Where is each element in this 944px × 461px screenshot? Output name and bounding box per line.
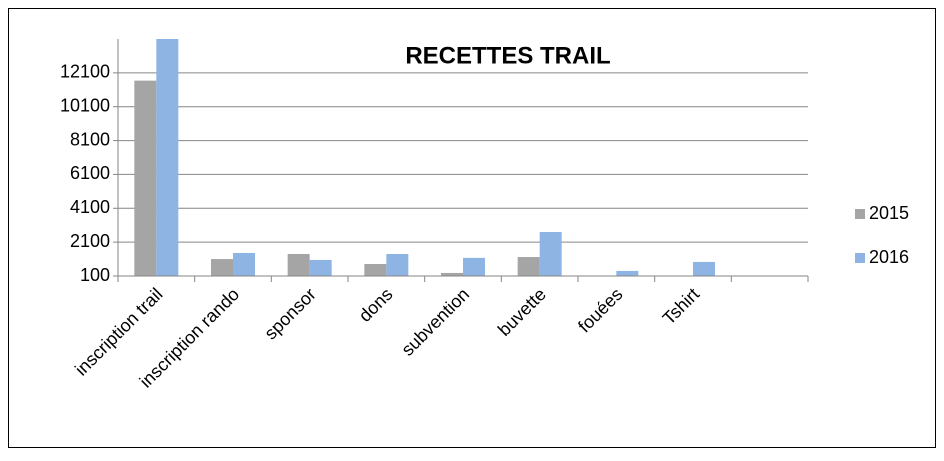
- y-tick-label: 12100: [60, 62, 110, 82]
- bar: [233, 253, 255, 276]
- y-tick-label: 6100: [70, 163, 110, 183]
- legend-swatch: [855, 209, 865, 219]
- y-tick-label: 100: [80, 265, 110, 285]
- bar: [386, 254, 408, 276]
- bar: [540, 232, 562, 276]
- bar: [288, 254, 310, 276]
- y-tick-label: 2100: [70, 231, 110, 251]
- y-tick-label: 10100: [60, 95, 110, 115]
- bar: [364, 264, 386, 276]
- y-tick-label: 4100: [70, 197, 110, 217]
- bar: [693, 262, 715, 276]
- bar: [211, 259, 233, 276]
- legend-label: 2015: [869, 203, 909, 223]
- legend-swatch: [855, 253, 865, 263]
- bar: [616, 271, 638, 276]
- bar: [463, 258, 485, 276]
- legend-label: 2016: [869, 247, 909, 267]
- bar: [134, 81, 156, 276]
- chart-title: RECETTES TRAIL: [405, 42, 610, 69]
- y-tick-label: 8100: [70, 129, 110, 149]
- bar: [518, 257, 540, 276]
- bar: [310, 260, 332, 276]
- bar: [156, 39, 178, 276]
